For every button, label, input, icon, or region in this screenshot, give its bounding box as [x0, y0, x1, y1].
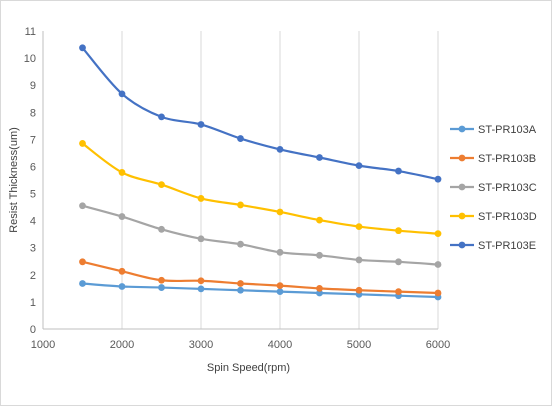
series-st-pr103c [79, 202, 442, 268]
data-point [316, 216, 323, 224]
y-tick-label: 1 [30, 297, 36, 309]
data-point [434, 289, 442, 297]
y-tick-label: 8 [30, 107, 36, 119]
legend-entry-st-pr103a: ST-PR103A [450, 124, 537, 136]
data-point [197, 277, 205, 285]
series-line [82, 282, 439, 299]
series-line [81, 47, 439, 181]
data-point [355, 162, 363, 170]
x-tick-label: 5000 [347, 339, 371, 351]
data-point [237, 280, 244, 287]
data-point [276, 145, 284, 153]
data-point [79, 44, 86, 52]
data-point [197, 285, 205, 293]
data-point [158, 284, 165, 291]
x-tick-label: 2000 [110, 339, 134, 351]
y-tick-label: 6 [30, 161, 36, 173]
y-tick-label: 10 [24, 53, 36, 65]
data-point [197, 235, 205, 243]
data-point [118, 90, 126, 98]
data-point [237, 240, 244, 248]
data-point [237, 135, 244, 142]
y-tick-label: 2 [30, 270, 36, 282]
data-point [434, 261, 442, 268]
data-point [197, 195, 205, 202]
x-tick-label: 6000 [426, 339, 450, 351]
legend-marker [458, 183, 466, 191]
data-point [118, 213, 126, 220]
data-point [276, 248, 284, 256]
legend-marker [458, 241, 466, 249]
data-point [237, 286, 244, 294]
data-point [316, 284, 323, 292]
data-point [158, 276, 165, 284]
y-tick-label: 11 [25, 26, 36, 38]
data-point [395, 288, 402, 296]
y-tick-label: 5 [30, 189, 36, 201]
series-st-pr103b [79, 258, 442, 297]
data-point [276, 208, 284, 216]
y-tick-label: 7 [30, 134, 36, 146]
legend-label: ST-PR103C [478, 182, 537, 194]
legend-marker [458, 125, 466, 133]
legend-entry-st-pr103b: ST-PR103B [450, 153, 536, 165]
data-point [118, 283, 126, 290]
y-tick-label: 9 [30, 80, 36, 92]
data-point [395, 227, 402, 235]
legend: ST-PR103A ST-PR103B ST-PR103C ST-PR103D ST-P… [450, 124, 537, 252]
data-point [434, 175, 442, 183]
data-point [158, 181, 165, 189]
data-point [79, 258, 86, 266]
legend-label: ST-PR103B [478, 153, 536, 165]
x-tick-label: 3000 [189, 339, 213, 351]
data-point [237, 201, 244, 209]
y-tick-label: 0 [30, 324, 36, 336]
series-line [82, 204, 439, 266]
y-tick-label: 3 [30, 243, 36, 255]
series-line [81, 142, 439, 235]
data-point [434, 230, 442, 238]
legend-label: ST-PR103A [478, 124, 537, 136]
data-point [118, 267, 126, 275]
legend-marker [458, 212, 466, 220]
legend-label: ST-PR103E [478, 240, 536, 252]
legend-entry-st-pr103e: ST-PR103E [450, 240, 536, 252]
data-point [395, 258, 402, 266]
data-point [316, 251, 323, 259]
data-point [355, 223, 363, 230]
data-point [355, 286, 363, 294]
legend-entry-st-pr103d: ST-PR103D [450, 211, 537, 223]
x-tick-label: 1000 [31, 339, 55, 351]
series-st-pr103e [79, 44, 442, 183]
data-point [197, 121, 205, 128]
axes: 0 1 2 3 4 5 6 7 8 9 10 11 1000 2000 3000 4000 5000 6000 [24, 26, 450, 351]
x-axis-title: Spin Speed(rpm) [207, 362, 290, 374]
data-point [316, 154, 323, 161]
data-point [79, 202, 86, 210]
data-point [158, 225, 165, 233]
data-point [395, 167, 402, 175]
data-point [276, 282, 284, 290]
data-point [355, 256, 363, 264]
x-tick-label: 4000 [268, 339, 292, 351]
data-point [276, 288, 284, 296]
series-line [82, 260, 439, 295]
legend-marker [458, 154, 466, 162]
data-point [118, 169, 126, 176]
data-point [79, 140, 86, 147]
series-st-pr103d [79, 140, 442, 238]
legend-label: ST-PR103D [478, 211, 537, 223]
data-point [79, 280, 86, 287]
y-tick-label: 4 [30, 216, 36, 228]
y-axis-title: Resist Thickness(um) [8, 127, 20, 233]
series-layer [79, 44, 442, 301]
legend-entry-st-pr103c: ST-PR103C [450, 182, 537, 194]
data-point [158, 113, 165, 121]
